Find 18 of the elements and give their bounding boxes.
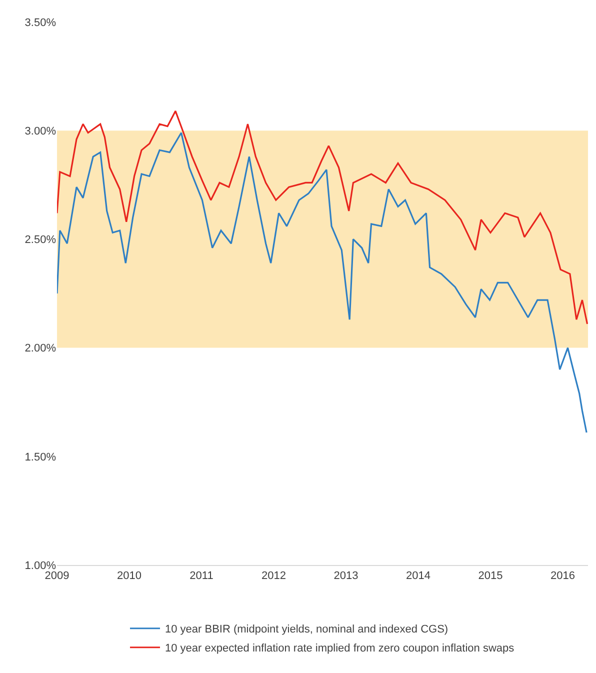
y-tick-label: 2.50%: [24, 234, 56, 246]
x-tick-label: 2010: [117, 570, 142, 582]
x-tick-label: 2009: [44, 570, 70, 582]
y-tick-label: 3.00%: [24, 125, 56, 138]
line-series: [57, 110, 588, 325]
x-tick-label: 2013: [334, 570, 358, 582]
legend-label: 10 year expected inflation rate implied from zero coupon inflation swaps: [165, 642, 515, 655]
x-tick-label: 2016: [550, 570, 575, 582]
y-tick-label: 1.00%: [24, 560, 56, 572]
x-tick-label: 2012: [261, 570, 286, 582]
x-tick-label: 2014: [406, 570, 430, 582]
legend-label: 10 year BBIR (midpoint yields, nominal and indexed CGS): [165, 624, 448, 636]
x-tick-label: 2011: [190, 570, 214, 582]
line-series: [57, 132, 588, 434]
y-tick-label: 1.50%: [24, 451, 56, 464]
y-tick-label: 2.00%: [24, 342, 56, 355]
x-tick-label: 2015: [478, 570, 503, 582]
y-tick-label: 3.50%: [24, 16, 56, 29]
